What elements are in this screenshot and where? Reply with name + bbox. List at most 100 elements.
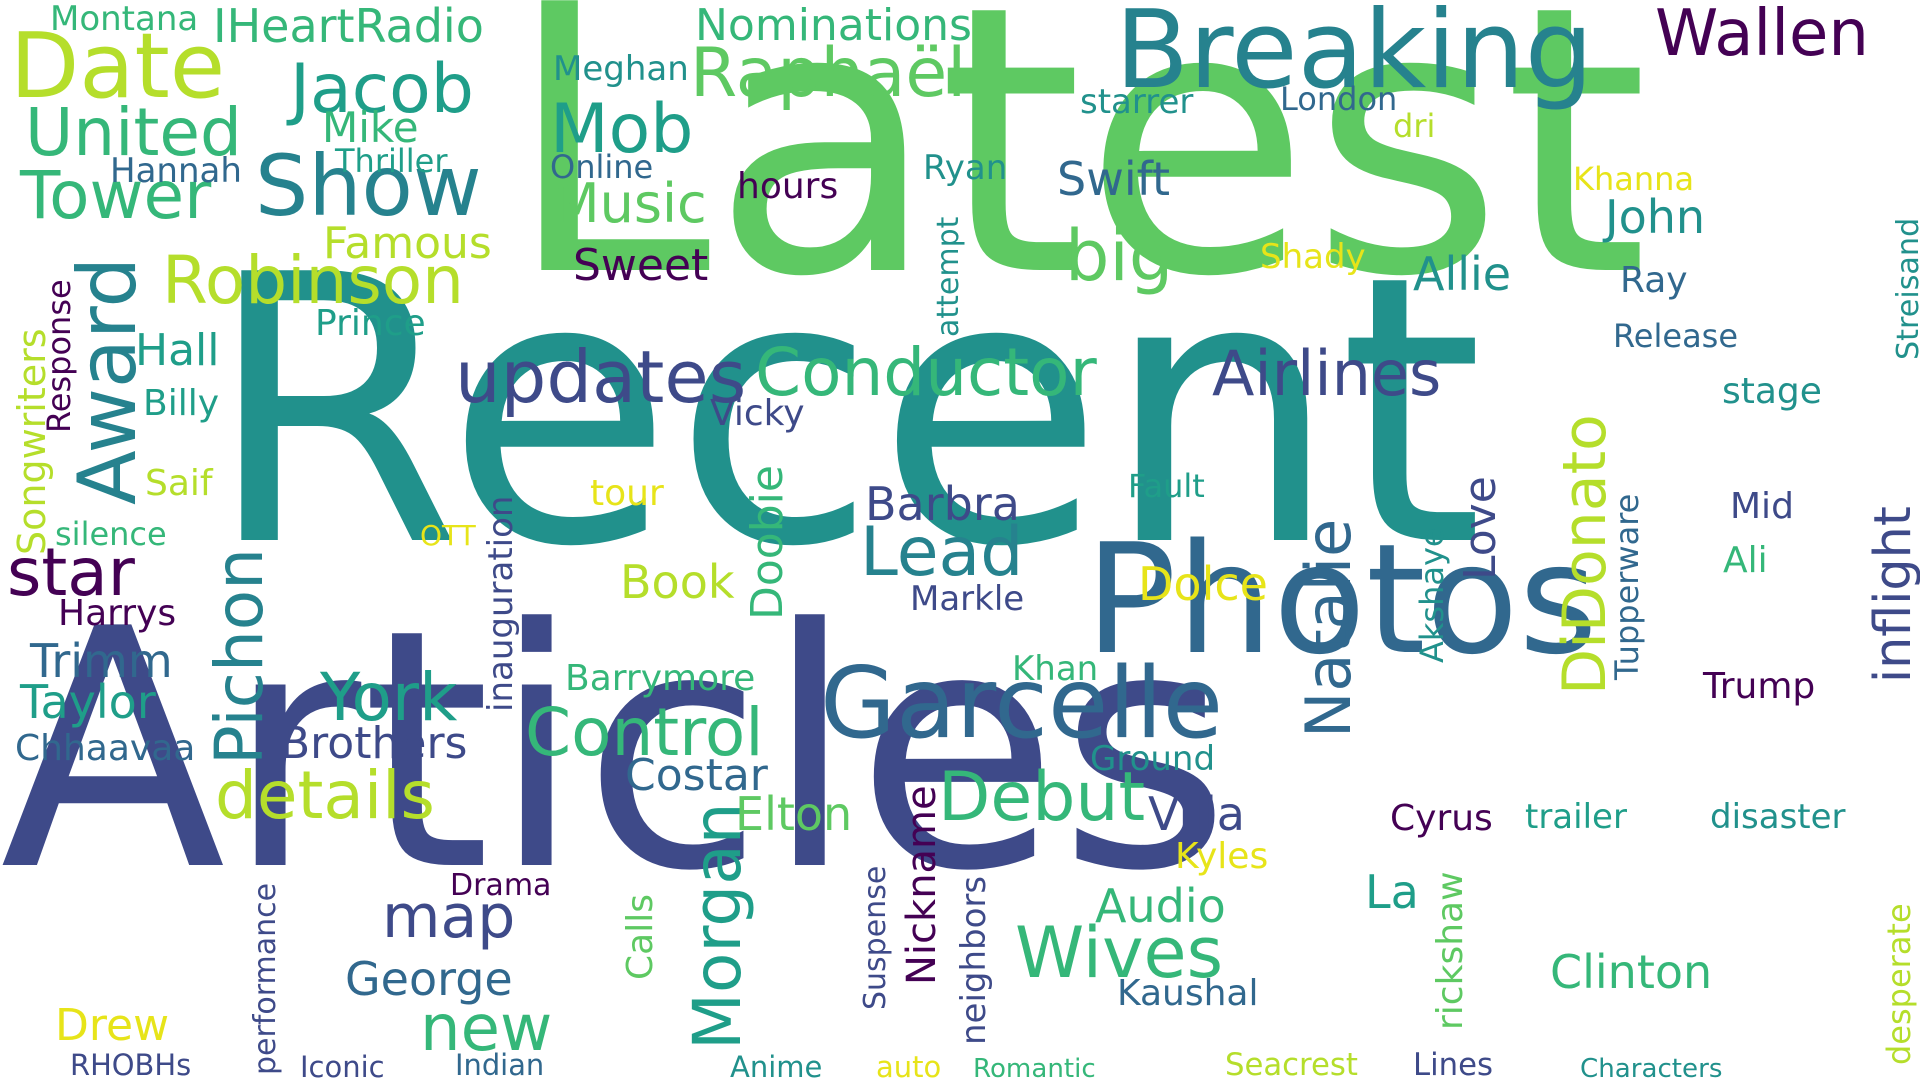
word-online: Online bbox=[550, 148, 653, 186]
word-montana: Montana bbox=[50, 0, 198, 39]
word-conductor: Conductor bbox=[755, 334, 1098, 411]
word-drama: Drama bbox=[450, 868, 551, 903]
word-inflight: inflight bbox=[1863, 506, 1920, 683]
word-pichon: Pichon bbox=[201, 548, 278, 765]
word-saif: Saif bbox=[145, 463, 214, 504]
word-united: United bbox=[25, 94, 242, 171]
word-lines: Lines bbox=[1413, 1048, 1493, 1080]
word-kaushal: Kaushal bbox=[1117, 973, 1259, 1014]
word-photos: Photos bbox=[1085, 511, 1598, 688]
word-nickname: Nickname bbox=[899, 785, 945, 985]
word-mob: Mob bbox=[550, 90, 693, 169]
word-hours: hours bbox=[737, 166, 838, 207]
word-york: York bbox=[319, 659, 458, 736]
word-rhobhs: RHOBHs bbox=[70, 1048, 191, 1080]
word-drew: Drew bbox=[55, 1000, 169, 1051]
word-ryan: Ryan bbox=[923, 148, 1007, 188]
word-mid: Mid bbox=[1730, 486, 1794, 527]
word-ali: Ali bbox=[1723, 540, 1768, 581]
word-jacob: Jacob bbox=[286, 50, 474, 129]
word-debut: Debut bbox=[938, 758, 1145, 837]
word-dri: dri bbox=[1393, 107, 1435, 145]
word-sweet: Sweet bbox=[573, 240, 708, 291]
word-anime: Anime bbox=[730, 1050, 822, 1080]
word-neighbors: neighbors bbox=[954, 876, 994, 1045]
word-akshaye: Akshaye bbox=[1413, 527, 1451, 663]
word-ray: Ray bbox=[1620, 260, 1688, 301]
word-attempt: attempt bbox=[931, 216, 966, 337]
word-nominations: Nominations bbox=[695, 0, 972, 51]
word-airlines: Airlines bbox=[1212, 337, 1441, 410]
word-mike: Mike bbox=[322, 103, 419, 152]
word-disaster: disaster bbox=[1710, 797, 1846, 837]
word-romantic: Romantic bbox=[973, 1054, 1096, 1080]
word-inauguration: inauguration bbox=[481, 496, 521, 712]
word-la: La bbox=[1365, 865, 1419, 919]
word-streisand: Streisand bbox=[1891, 218, 1920, 360]
word-tour: tour bbox=[590, 473, 664, 514]
word-show: Show bbox=[255, 137, 482, 235]
word-swift: Swift bbox=[1057, 152, 1170, 206]
word-brothers: Brothers bbox=[280, 718, 467, 769]
word-starrer: starrer bbox=[1080, 82, 1193, 122]
word-silence: silence bbox=[55, 515, 167, 553]
word-articles: Articles bbox=[0, 559, 1231, 943]
word-songwriters: Songwriters bbox=[10, 328, 54, 555]
word-villa: Villa bbox=[1148, 787, 1245, 841]
word-barbra: Barbra bbox=[865, 477, 1020, 531]
word-garcelle: Garcelle bbox=[820, 647, 1223, 761]
word-shady: Shady bbox=[1260, 237, 1366, 277]
word-fault: Fault bbox=[1128, 467, 1205, 505]
word-calls: Calls bbox=[620, 894, 661, 980]
word-raphael: Raphaël bbox=[690, 34, 966, 113]
word-famous: Famous bbox=[323, 218, 492, 269]
word-hall: Hall bbox=[135, 325, 220, 376]
word-tupperware: Tupperware bbox=[1608, 494, 1646, 681]
word-star: star bbox=[7, 534, 136, 611]
word-desperate: desperate bbox=[1880, 903, 1918, 1065]
word-iconic: Iconic bbox=[300, 1050, 385, 1080]
word-thriller: Thriller bbox=[334, 142, 448, 180]
word-meghan: Meghan bbox=[553, 49, 689, 89]
word-vicky: Vicky bbox=[710, 393, 805, 434]
word-doobie: Doobie bbox=[742, 465, 793, 620]
word-details: details bbox=[215, 757, 435, 834]
word-wallen: Wallen bbox=[1655, 0, 1869, 71]
word-chhaavaa: Chhaavaa bbox=[15, 728, 195, 769]
word-taylor: Taylor bbox=[19, 675, 156, 729]
word-map: map bbox=[382, 882, 515, 952]
word-allie: Allie bbox=[1413, 247, 1511, 301]
word-clinton: Clinton bbox=[1550, 945, 1712, 999]
word-john: John bbox=[1602, 190, 1705, 244]
word-recent: Recent bbox=[205, 198, 1484, 628]
word-rickshaw: rickshaw bbox=[1430, 871, 1471, 1030]
word-breaking: Breaking bbox=[1115, 0, 1593, 113]
word-new: new bbox=[420, 992, 552, 1066]
word-morgan: Morgan bbox=[679, 803, 756, 1050]
word-khan: Khan bbox=[1012, 649, 1098, 689]
word-barrymore: Barrymore bbox=[565, 658, 755, 699]
word-date: Date bbox=[10, 14, 225, 119]
word-ott: OTT bbox=[420, 519, 477, 552]
word-elton: Elton bbox=[735, 787, 852, 841]
word-lead: Lead bbox=[860, 513, 1023, 592]
word-response: Response bbox=[40, 279, 78, 433]
word-didonato: DiDonato bbox=[1550, 414, 1620, 695]
word-release: Release bbox=[1613, 317, 1738, 355]
word-iheartradio: IHeartRadio bbox=[213, 0, 484, 53]
word-big: big bbox=[1065, 215, 1173, 297]
word-tower: Tower bbox=[19, 157, 212, 234]
word-natalie: Natalie bbox=[1292, 519, 1365, 738]
word-music: Music bbox=[553, 172, 707, 235]
word-trimm: Trimm bbox=[29, 634, 173, 688]
word-audio: Audio bbox=[1095, 879, 1226, 933]
word-award: Award bbox=[61, 257, 154, 505]
word-suspense: Suspense bbox=[858, 866, 893, 1010]
word-kyles: Kyles bbox=[1175, 836, 1268, 877]
word-performance: performance bbox=[248, 883, 283, 1075]
word-markle: Markle bbox=[910, 579, 1024, 619]
word-hannah: Hannah bbox=[110, 151, 242, 191]
word-george: George bbox=[345, 952, 513, 1006]
